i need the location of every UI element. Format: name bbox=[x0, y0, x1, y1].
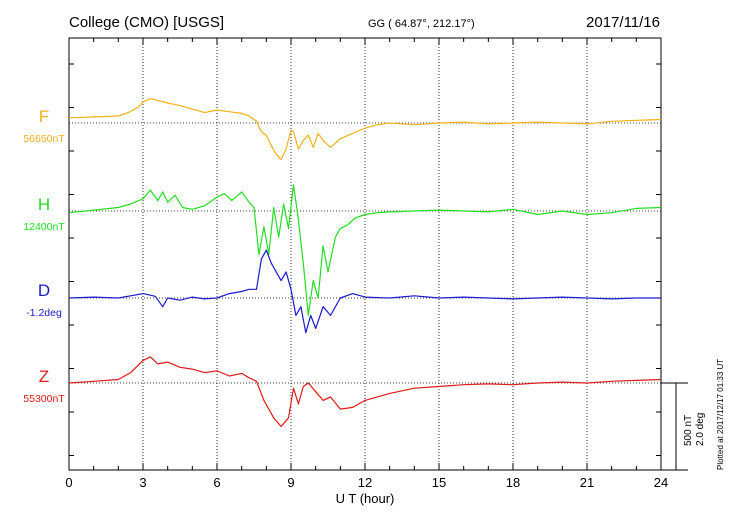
x-tick-label-9: 9 bbox=[287, 475, 294, 490]
series-line-H bbox=[68, 184, 662, 316]
plotted-timestamp: Plotted at 2017/12/17 01:33 UT bbox=[716, 359, 725, 470]
x-tick-label-15: 15 bbox=[432, 475, 446, 490]
x-tick-label-12: 12 bbox=[358, 475, 372, 490]
coordinates-label: GG ( 64.87°, 212.17°) bbox=[368, 18, 475, 30]
x-tick-label-21: 21 bbox=[580, 475, 594, 490]
station-title: College (CMO) [USGS] bbox=[69, 14, 224, 31]
series-baseline-label-H: 12400nT bbox=[23, 221, 65, 233]
series-name-D: D bbox=[38, 281, 50, 300]
axis-ticks bbox=[68, 38, 662, 470]
series-baseline-label-Z: 55300nT bbox=[23, 393, 65, 405]
series-line-D bbox=[68, 249, 661, 334]
series-labels: F 56650nT H 12400nT D -1.2deg Z 55300nT bbox=[23, 107, 65, 405]
series-name-H: H bbox=[38, 195, 50, 214]
x-tick-label-3: 3 bbox=[139, 475, 146, 490]
x-tick-label-0: 0 bbox=[65, 475, 72, 490]
scale-deg-label: 2.0 deg bbox=[695, 413, 706, 446]
date-label: 2017/11/16 bbox=[586, 14, 660, 31]
scale-bar: 500 nT 2.0 deg bbox=[661, 382, 706, 471]
x-tick-label-6: 6 bbox=[213, 475, 220, 490]
series-baseline-label-F: 56650nT bbox=[23, 133, 65, 145]
series-name-Z: Z bbox=[39, 367, 49, 386]
series-baseline-label-D: -1.2deg bbox=[26, 307, 62, 319]
scale-nt-label: 500 nT bbox=[683, 415, 694, 446]
series-line-Z bbox=[68, 356, 662, 428]
x-tick-label-24: 24 bbox=[654, 475, 668, 490]
series-lines bbox=[68, 97, 662, 428]
vertical-gridlines bbox=[142, 38, 588, 470]
x-tick-labels: 0 3 6 9 12 15 18 21 24 bbox=[65, 475, 668, 490]
series-line-F bbox=[68, 97, 662, 161]
x-axis-label: U T (hour) bbox=[336, 491, 395, 506]
series-name-F: F bbox=[39, 107, 49, 126]
x-tick-label-18: 18 bbox=[506, 475, 520, 490]
